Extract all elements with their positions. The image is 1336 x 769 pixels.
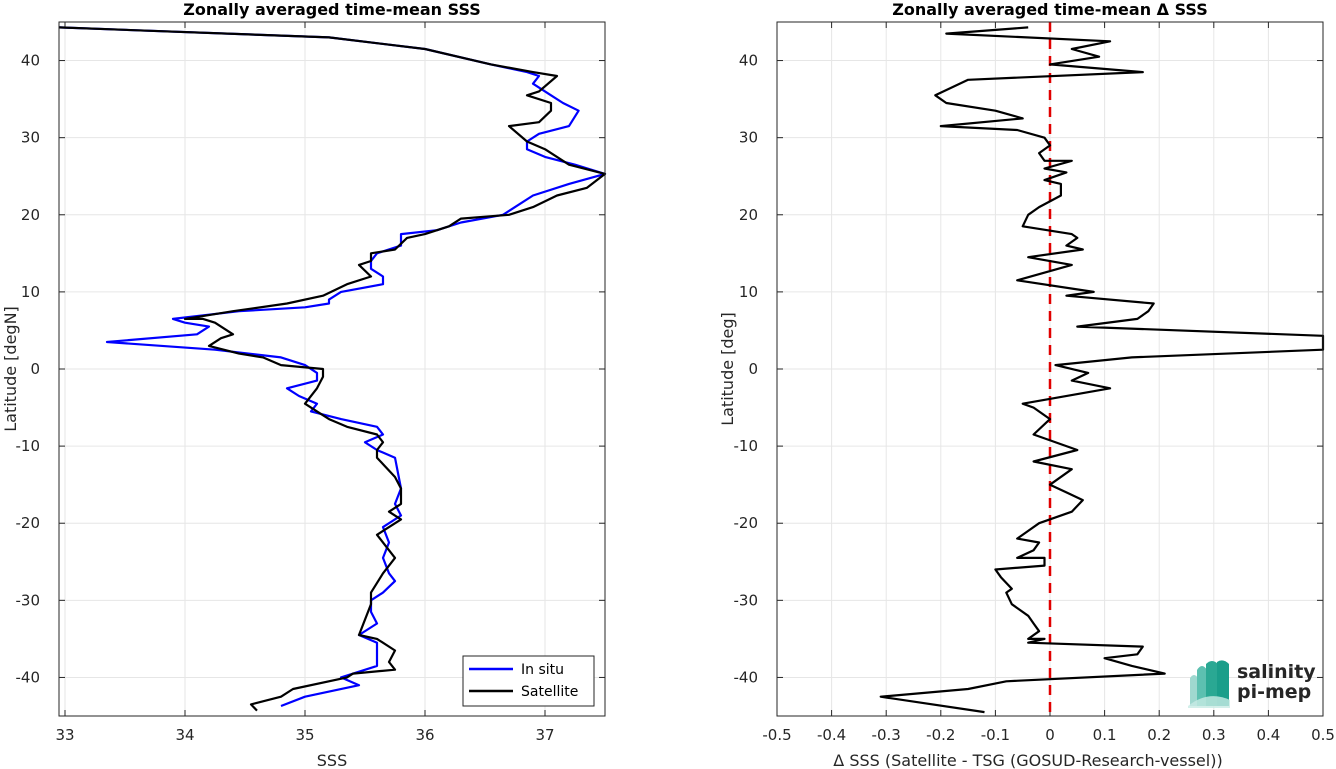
chart-right-frame <box>776 21 1324 717</box>
left-ytick-label: 10 <box>21 283 40 301</box>
left-series-line-in-situ <box>58 26 607 708</box>
right-ytick-label: -20 <box>734 514 759 532</box>
chart-left-xlabel: SSS <box>317 751 347 769</box>
chart-right-ylabel: Latitude [deg] <box>718 312 737 426</box>
chart-left-title: Zonally averaged time-mean SSS <box>183 0 481 19</box>
salinity-pi-mep-logo: salinity pi-mep <box>1188 660 1316 708</box>
left-ytick-label: -30 <box>16 591 41 609</box>
chart-right-series <box>879 26 1325 714</box>
legend-box <box>462 655 595 707</box>
right-ytick-label: -40 <box>734 668 759 686</box>
left-ytick-label: -20 <box>16 514 41 532</box>
chart-left-series <box>58 26 607 712</box>
right-xtick-label: -0.3 <box>872 726 901 744</box>
legend-label-in-situ: In situ <box>521 662 564 678</box>
right-ytick-label: 10 <box>739 283 758 301</box>
right-ytick-label: 20 <box>739 206 758 224</box>
left-ytick-label: -40 <box>16 668 41 686</box>
left-xtick-label: 37 <box>535 726 554 744</box>
left-ytick-label: 20 <box>21 206 40 224</box>
legend-label-satellite: Satellite <box>521 684 578 700</box>
right-xtick-label: 0.4 <box>1256 726 1280 744</box>
right-xtick-label: -0.5 <box>762 726 791 744</box>
right-xtick-label: 0.1 <box>1093 726 1117 744</box>
right-ytick-label: -30 <box>734 591 759 609</box>
brand-line1: salinity <box>1237 661 1316 683</box>
left-xtick-label: 36 <box>415 726 434 744</box>
left-xtick-label: 33 <box>55 726 74 744</box>
left-xtick-label: 35 <box>295 726 314 744</box>
chart-left-ticks: 33 34 35 36 37 -40 -30 -20 -10 0 10 20 30 40 <box>16 22 605 744</box>
left-ytick-label: 0 <box>30 360 40 378</box>
chart-right-xlabel: Δ SSS (Satellite - TSG (GOSUD-Research-v… <box>833 751 1222 769</box>
chart-right-ticks: -0.5 -0.4 -0.3 -0.2 -0.1 0 0.1 0.2 0.3 0.4 0.5 -40 -… <box>734 22 1335 744</box>
left-series-line-satellite <box>58 26 607 712</box>
right-xtick-label: -0.1 <box>981 726 1010 744</box>
right-ytick-label: 0 <box>748 360 758 378</box>
left-ytick-label: 40 <box>21 52 40 70</box>
right-xtick-label: -0.2 <box>926 726 955 744</box>
chart-left-legend: In situ Satellite <box>462 655 595 707</box>
right-xtick-label: 0.5 <box>1311 726 1335 744</box>
chart-left: Zonally averaged time-mean SSS 33 34 35 36 3… <box>1 0 607 769</box>
left-ytick-label: 30 <box>21 129 40 147</box>
right-xtick-label: 0 <box>1045 726 1055 744</box>
right-xtick-label: 0.2 <box>1147 726 1171 744</box>
chart-left-ylabel: Latitude [degN] <box>1 306 20 432</box>
right-ytick-label: 40 <box>739 52 758 70</box>
left-ytick-label: -10 <box>16 437 41 455</box>
right-ytick-label: 30 <box>739 129 758 147</box>
left-xtick-label: 34 <box>175 726 194 744</box>
chart-right-title: Zonally averaged time-mean Δ SSS <box>892 0 1208 19</box>
chart-right: Zonally averaged time-mean Δ SSS -0.5 -0.… <box>718 0 1335 769</box>
brand-line2: pi-mep <box>1237 681 1311 703</box>
right-ytick-label: -10 <box>734 437 759 455</box>
right-series-line-delta-sss <box>879 26 1325 714</box>
wave-logo-icon <box>1188 660 1230 708</box>
right-xtick-label: -0.4 <box>817 726 846 744</box>
right-xtick-label: 0.3 <box>1202 726 1226 744</box>
chart-left-frame <box>58 21 606 717</box>
